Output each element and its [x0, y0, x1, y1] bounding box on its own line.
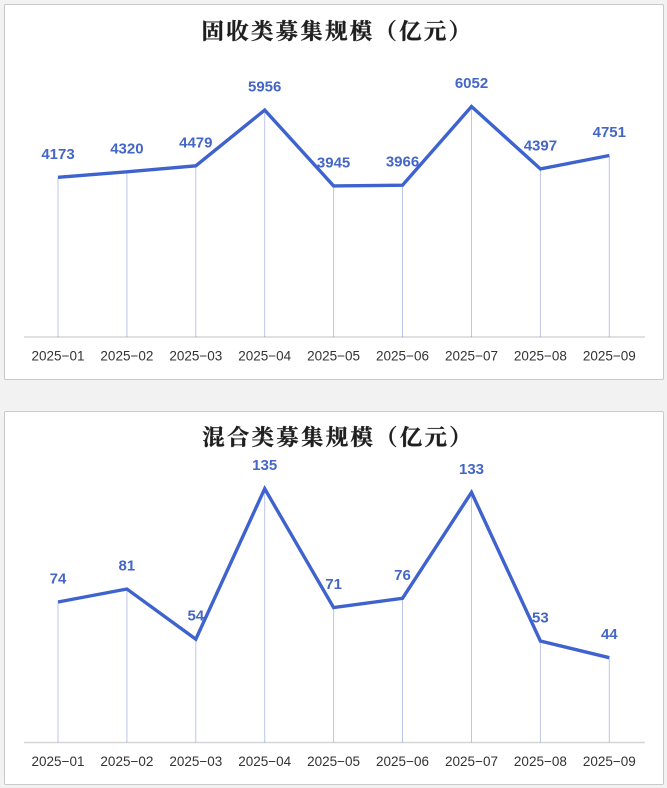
- svg-text:2025−07: 2025−07: [445, 754, 498, 769]
- svg-text:2025−05: 2025−05: [307, 754, 360, 769]
- svg-text:54: 54: [187, 608, 204, 625]
- svg-text:2025−03: 2025−03: [169, 754, 222, 769]
- svg-text:5956: 5956: [248, 79, 281, 96]
- svg-text:2025−04: 2025−04: [238, 348, 291, 363]
- svg-text:4320: 4320: [110, 140, 143, 157]
- svg-text:81: 81: [119, 558, 136, 575]
- svg-text:2025−09: 2025−09: [583, 348, 636, 363]
- svg-text:53: 53: [532, 610, 549, 627]
- svg-text:2025−02: 2025−02: [100, 348, 153, 363]
- svg-text:135: 135: [252, 457, 277, 474]
- svg-text:2025−05: 2025−05: [307, 348, 360, 363]
- svg-text:3966: 3966: [386, 154, 419, 171]
- svg-text:44: 44: [601, 626, 618, 643]
- svg-text:4479: 4479: [179, 134, 212, 151]
- svg-text:2025−09: 2025−09: [583, 754, 636, 769]
- svg-text:2025−01: 2025−01: [32, 348, 85, 363]
- svg-text:2025−07: 2025−07: [445, 348, 498, 363]
- svg-text:2025−03: 2025−03: [169, 348, 222, 363]
- svg-text:4173: 4173: [41, 146, 74, 163]
- svg-text:2025−08: 2025−08: [514, 754, 567, 769]
- svg-text:71: 71: [325, 576, 342, 593]
- svg-text:4751: 4751: [593, 124, 626, 141]
- svg-text:3945: 3945: [317, 154, 350, 171]
- svg-text:2025−04: 2025−04: [238, 754, 291, 769]
- svg-text:2025−01: 2025−01: [32, 754, 85, 769]
- svg-text:76: 76: [394, 567, 411, 584]
- svg-text:2025−08: 2025−08: [514, 348, 567, 363]
- svg-text:2025−06: 2025−06: [376, 348, 429, 363]
- svg-text:74: 74: [50, 571, 67, 588]
- svg-text:133: 133: [459, 461, 484, 478]
- svg-text:6052: 6052: [455, 75, 488, 92]
- svg-text:2025−06: 2025−06: [376, 754, 429, 769]
- svg-text:4397: 4397: [524, 137, 557, 154]
- svg-text:2025−02: 2025−02: [100, 754, 153, 769]
